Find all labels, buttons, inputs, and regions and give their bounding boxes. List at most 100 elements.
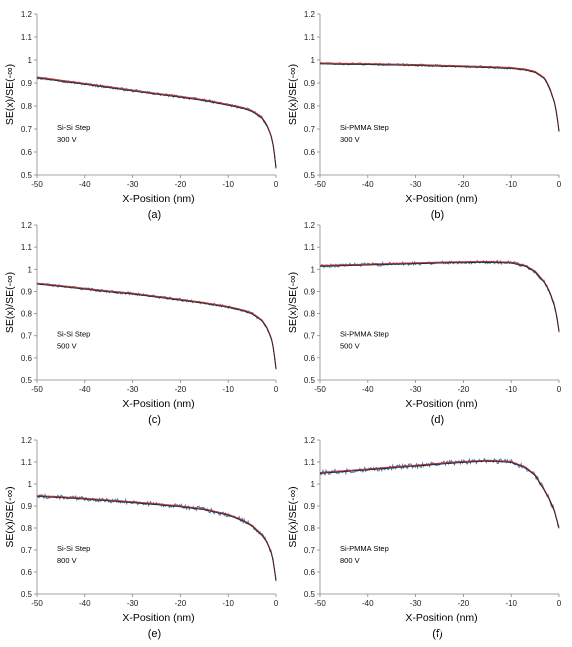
panel-c: 0.5 0.6 0.7 0.8 0.9 1 1.1 1.2 -50 -40 -30 -20 -10 0 X-… bbox=[4, 221, 279, 426]
y-tick-label: 0.8 bbox=[21, 310, 33, 319]
series-fit-red-line bbox=[319, 260, 560, 331]
y-tick-label: 0.6 bbox=[21, 354, 33, 363]
panel-d: 0.5 0.6 0.7 0.8 0.9 1 1.1 1.2 -50 -40 -30 -20 -10 0 X-… bbox=[287, 221, 562, 426]
x-tick-label: -50 bbox=[314, 599, 326, 608]
panel-label: (e) bbox=[148, 628, 161, 640]
x-tick-label: -10 bbox=[222, 385, 234, 394]
y-tick-label: 0.7 bbox=[304, 125, 316, 134]
y-axis-label: SE(x)/SE(-∞) bbox=[287, 64, 299, 125]
series-fit-red-line bbox=[319, 459, 560, 528]
x-tick-label: 0 bbox=[274, 180, 279, 189]
y-tick-label: 1.2 bbox=[304, 10, 316, 19]
y-axis-label: SE(x)/SE(-∞) bbox=[4, 64, 16, 125]
x-tick-label: -20 bbox=[458, 180, 470, 189]
y-tick-label: 1 bbox=[28, 56, 33, 65]
x-tick-label: -40 bbox=[79, 385, 91, 394]
x-tick-label: 0 bbox=[557, 385, 562, 394]
x-axis-label: X-Position (nm) bbox=[122, 193, 194, 205]
y-tick-label: 1.2 bbox=[304, 436, 316, 445]
y-tick-label: 0.9 bbox=[304, 287, 316, 296]
y-tick-label: 1.1 bbox=[21, 33, 33, 42]
x-tick-label: -50 bbox=[31, 180, 43, 189]
y-tick-label: 1.2 bbox=[21, 436, 33, 445]
annotation-text: 300 V bbox=[57, 135, 77, 144]
series-fit-red-line bbox=[36, 282, 277, 369]
panel-label: (d) bbox=[431, 414, 444, 426]
panel-label: (b) bbox=[431, 209, 444, 221]
x-tick-label: -20 bbox=[175, 599, 187, 608]
y-axis-label: SE(x)/SE(-∞) bbox=[4, 272, 16, 333]
x-tick-label: -50 bbox=[314, 180, 326, 189]
panel-b: 0.5 0.6 0.7 0.8 0.9 1 1.1 1.2 -50 -40 -30 -20 -10 0 X-… bbox=[287, 10, 562, 221]
y-tick-label: 0.7 bbox=[21, 332, 33, 341]
x-tick-label: -10 bbox=[505, 599, 517, 608]
y-tick-label: 1 bbox=[28, 480, 33, 489]
x-axis-label: X-Position (nm) bbox=[405, 612, 477, 624]
x-tick-label: -10 bbox=[222, 180, 234, 189]
panel-f: 0.5 0.6 0.7 0.8 0.9 1 1.1 1.2 -50 -40 -30 -20 -10 0 X-… bbox=[287, 436, 562, 640]
x-tick-label: -10 bbox=[505, 180, 517, 189]
y-tick-label: 1.1 bbox=[21, 243, 33, 252]
annotation-text: Si-PMMA Step bbox=[340, 123, 389, 132]
series-fit-black-line bbox=[36, 283, 277, 370]
series-fit-black-line bbox=[319, 460, 560, 529]
y-tick-label: 0.9 bbox=[304, 502, 316, 511]
y-axis-label: SE(x)/SE(-∞) bbox=[287, 486, 299, 547]
x-tick-label: -50 bbox=[314, 385, 326, 394]
series-measured-line bbox=[319, 259, 560, 333]
series-fit-red-line bbox=[36, 76, 277, 168]
y-axis-label: SE(x)/SE(-∞) bbox=[4, 486, 16, 547]
y-tick-label: 0.5 bbox=[21, 590, 33, 599]
x-tick-label: -40 bbox=[362, 180, 374, 189]
y-tick-label: 1.2 bbox=[21, 221, 33, 230]
y-tick-label: 0.5 bbox=[304, 171, 316, 180]
x-tick-label: -30 bbox=[410, 599, 422, 608]
y-tick-label: 0.7 bbox=[21, 125, 33, 134]
y-tick-label: 0.6 bbox=[21, 148, 33, 157]
x-axis-label: X-Position (nm) bbox=[405, 193, 477, 205]
y-tick-label: 0.7 bbox=[304, 546, 316, 555]
y-tick-label: 0.7 bbox=[21, 546, 33, 555]
y-tick-label: 1.2 bbox=[304, 221, 316, 230]
y-tick-label: 1 bbox=[28, 265, 33, 274]
panel-label: (a) bbox=[148, 209, 161, 221]
y-tick-label: 1 bbox=[311, 265, 316, 274]
x-tick-label: -30 bbox=[127, 180, 139, 189]
y-tick-label: 0.9 bbox=[21, 502, 33, 511]
x-axis-label: X-Position (nm) bbox=[122, 612, 194, 624]
y-tick-label: 0.8 bbox=[304, 310, 316, 319]
y-tick-label: 0.5 bbox=[21, 376, 33, 385]
annotation-text: 800 V bbox=[57, 556, 77, 565]
annotation-text: 500 V bbox=[57, 342, 77, 351]
x-tick-label: -30 bbox=[410, 180, 422, 189]
y-tick-label: 0.8 bbox=[304, 524, 316, 533]
series-fit-black-line bbox=[319, 262, 560, 332]
annotation-text: Si-Si Step bbox=[57, 123, 90, 132]
panel-e: 0.5 0.6 0.7 0.8 0.9 1 1.1 1.2 -50 -40 -30 -20 -10 0 X-… bbox=[4, 436, 279, 640]
x-tick-label: -20 bbox=[458, 599, 470, 608]
series-measured-line bbox=[36, 492, 277, 579]
x-tick-label: -50 bbox=[31, 599, 43, 608]
x-tick-label: -40 bbox=[362, 599, 374, 608]
x-tick-label: -30 bbox=[127, 385, 139, 394]
annotation-text: 800 V bbox=[340, 556, 360, 565]
x-tick-label: -40 bbox=[79, 599, 91, 608]
x-tick-label: -40 bbox=[362, 385, 374, 394]
y-tick-label: 0.5 bbox=[304, 590, 316, 599]
x-tick-label: -20 bbox=[175, 180, 187, 189]
x-tick-label: -30 bbox=[410, 385, 422, 394]
x-tick-label: -30 bbox=[127, 599, 139, 608]
annotation-text: Si-Si Step bbox=[57, 544, 90, 553]
y-tick-label: 1.1 bbox=[21, 458, 33, 467]
y-tick-label: 0.9 bbox=[304, 79, 316, 88]
series-fit-red-line bbox=[319, 62, 560, 131]
y-axis-label: SE(x)/SE(-∞) bbox=[287, 272, 299, 333]
series-measured-line bbox=[319, 457, 560, 528]
x-tick-label: 0 bbox=[557, 180, 562, 189]
series-fit-black-line bbox=[36, 77, 277, 169]
panel-label: (f) bbox=[432, 628, 442, 640]
x-tick-label: -10 bbox=[505, 385, 517, 394]
y-tick-label: 0.5 bbox=[304, 376, 316, 385]
y-tick-label: 0.6 bbox=[304, 568, 316, 577]
